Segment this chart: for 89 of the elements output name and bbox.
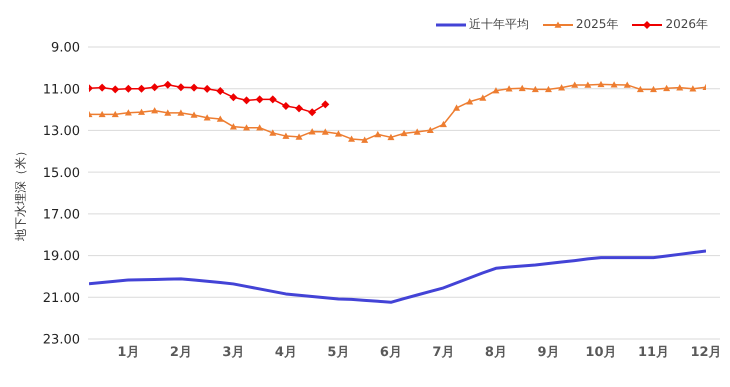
point: [400, 130, 408, 136]
x-tick-label: 9月: [537, 345, 560, 360]
point: [308, 128, 316, 134]
point: [268, 95, 277, 104]
point: [544, 86, 552, 92]
point: [361, 136, 368, 143]
y-axis-title: 地下水埋深（米）: [13, 145, 28, 242]
point: [532, 86, 539, 92]
x-tick-label: 1月: [117, 345, 140, 360]
point: [177, 109, 184, 116]
point: [282, 132, 290, 139]
point: [334, 130, 342, 137]
legend-label: 近十年平均: [468, 16, 529, 33]
point: [387, 134, 394, 140]
point: [518, 84, 526, 92]
point: [138, 84, 146, 93]
point: [229, 93, 238, 102]
x-tick-label: 3月: [222, 345, 244, 360]
y-tick-label: 15.00: [42, 166, 80, 181]
point: [150, 83, 159, 92]
point: [374, 130, 382, 138]
point: [663, 84, 670, 92]
x-tick-label: 7月: [432, 345, 454, 360]
legend-label: 2026年: [664, 16, 708, 33]
legend-label: 2025年: [574, 16, 618, 33]
point: [492, 87, 500, 94]
point: [124, 84, 132, 93]
x-tick-label: 10月: [585, 345, 617, 360]
y-tick-label: 17.00: [42, 207, 80, 222]
point: [348, 135, 356, 142]
point: [414, 128, 421, 135]
point: [426, 126, 434, 134]
point: [322, 128, 329, 135]
point: [256, 124, 264, 131]
point: [453, 104, 460, 111]
point: [111, 85, 120, 94]
point: [282, 102, 290, 110]
point: [216, 87, 224, 96]
point: [636, 86, 644, 92]
point: [321, 100, 330, 108]
point: [479, 94, 486, 101]
point: [584, 81, 592, 88]
line-series: [89, 249, 706, 304]
y-tick-label: 21.00: [42, 290, 80, 306]
y-tick-label: 19.00: [42, 249, 80, 264]
point: [216, 115, 224, 122]
point: [203, 84, 212, 93]
point: [176, 83, 185, 92]
point: [98, 110, 106, 118]
point: [440, 120, 447, 128]
point: [295, 104, 304, 112]
point: [597, 80, 604, 88]
x-tick-label: 6月: [380, 345, 402, 360]
point: [164, 80, 172, 89]
point: [269, 129, 276, 136]
point: [190, 111, 198, 118]
point: [506, 85, 513, 92]
point: [242, 96, 251, 104]
point: [256, 95, 264, 104]
point: [296, 133, 303, 140]
point: [558, 84, 566, 90]
y-tick-label: 11.00: [42, 82, 80, 98]
point: [610, 81, 618, 88]
point: [98, 84, 106, 92]
x-tick-label: 8月: [484, 345, 507, 360]
y-tick-label: 9.00: [51, 40, 80, 56]
point: [650, 86, 657, 92]
point: [571, 81, 578, 88]
point: [190, 84, 198, 92]
point: [112, 110, 119, 118]
x-tick-label: 5月: [327, 345, 350, 360]
x-tick-label: 2月: [170, 345, 192, 360]
point: [164, 109, 172, 116]
point: [308, 108, 316, 116]
y-tick-label: 13.00: [42, 124, 80, 140]
point: [689, 85, 696, 92]
x-tick-label: 12月: [690, 345, 722, 360]
point: [124, 109, 132, 116]
point: [151, 107, 158, 114]
point: [466, 98, 474, 104]
point: [138, 108, 146, 115]
point: [230, 123, 237, 130]
point: [624, 81, 631, 88]
point: [676, 84, 684, 90]
x-tick-label: 4月: [274, 345, 297, 360]
point: [204, 114, 211, 121]
point: [243, 124, 250, 131]
x-tick-label: 11月: [638, 345, 670, 360]
y-tick-label: 23.00: [42, 332, 80, 348]
